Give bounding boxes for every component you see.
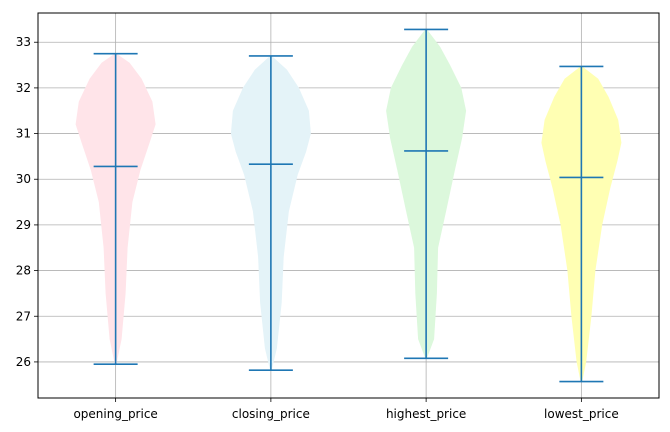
y-tick-label-7: 33 (16, 35, 31, 49)
y-tick-label-4: 30 (16, 172, 31, 186)
y-tick-label-6: 32 (16, 81, 31, 95)
y-axis: 26 27 28 29 30 31 32 33 (16, 35, 38, 369)
x-tick-label-lowest_price: lowest_price (544, 407, 619, 421)
y-tick-label-3: 29 (16, 218, 31, 232)
violin-bodies (75, 29, 622, 382)
y-tick-label-5: 31 (16, 127, 31, 141)
y-tick-label-0: 26 (16, 355, 31, 369)
y-tick-label-1: 27 (16, 309, 31, 323)
x-tick-label-highest_price: highest_price (386, 407, 466, 421)
violin-statistics (93, 28, 604, 383)
x-tick-label-opening_price: opening_price (73, 407, 157, 421)
plot-frame (37, 12, 660, 399)
x-tick-label-closing_price: closing_price (232, 407, 310, 421)
x-axis: opening_price closing_price highest_price l… (73, 398, 619, 421)
y-tick-label-2: 28 (16, 264, 31, 278)
